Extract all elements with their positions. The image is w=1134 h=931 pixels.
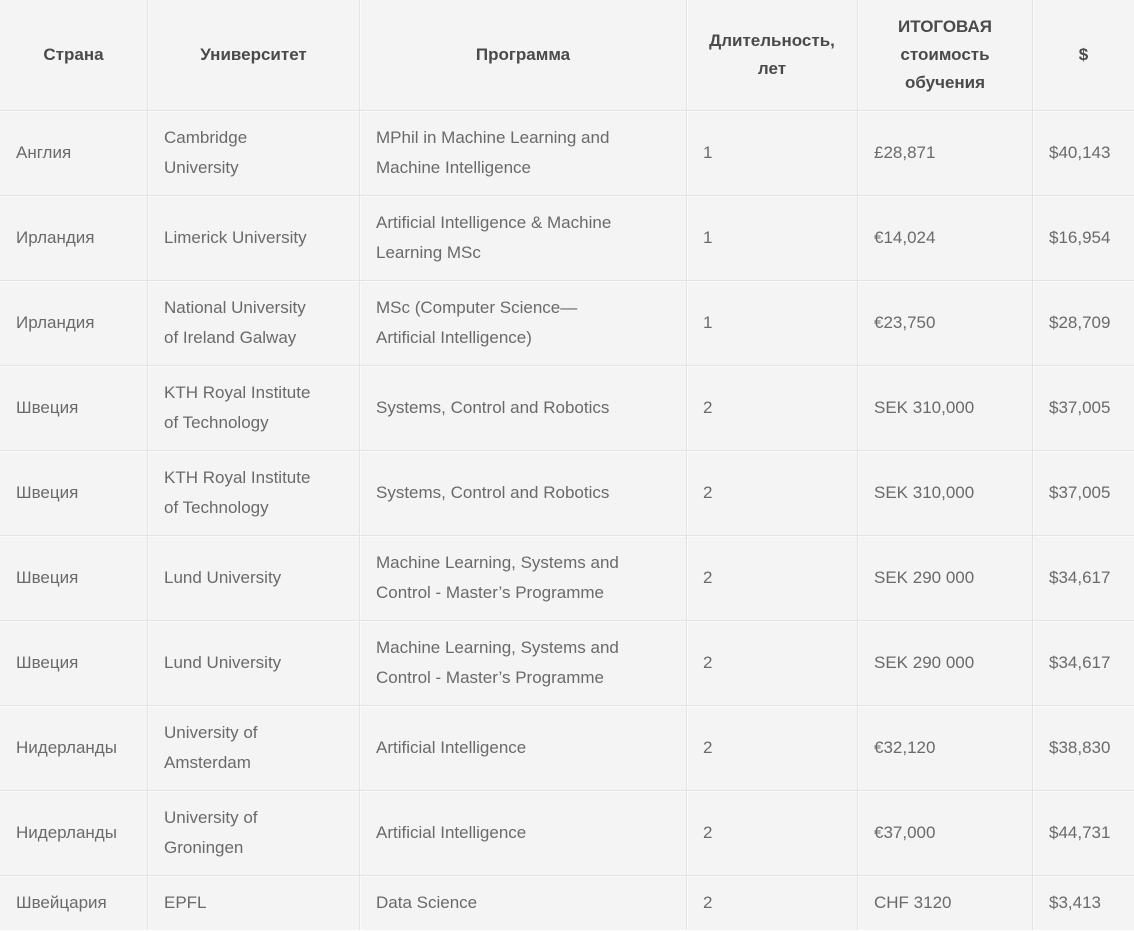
cell-duration: 1 <box>686 110 857 195</box>
cell-duration: 2 <box>686 535 857 620</box>
cell-country: Швеция <box>0 450 147 535</box>
cell-cost: €23,750 <box>857 280 1032 365</box>
cell-cost: SEK 310,000 <box>857 450 1032 535</box>
cell-usd: $44,731 <box>1032 790 1134 875</box>
cell-duration: 2 <box>686 450 857 535</box>
cell-cost: SEK 310,000 <box>857 365 1032 450</box>
cell-usd: $37,005 <box>1032 450 1134 535</box>
cell-cost: €32,120 <box>857 705 1032 790</box>
cell-country: Швейцария <box>0 875 147 930</box>
cell-usd: $40,143 <box>1032 110 1134 195</box>
table-body: Англия Cambridge University MPhil in Machi… <box>0 110 1134 930</box>
cell-duration: 2 <box>686 790 857 875</box>
cell-usd: $37,005 <box>1032 365 1134 450</box>
cell-cost: €14,024 <box>857 195 1032 280</box>
table-row: Швеция KTH Royal Institute of Technology S… <box>0 450 1134 535</box>
cell-duration: 2 <box>686 705 857 790</box>
column-header-cost: ИТОГОВАЯ стоимость обучения <box>857 0 1032 110</box>
column-header-country: Страна <box>0 0 147 110</box>
cell-university: National University of Ireland Galway <box>147 280 359 365</box>
cell-program: MSc (Computer Science— Artificial Intell… <box>359 280 686 365</box>
cell-program: Artificial Intelligence <box>359 705 686 790</box>
cell-university: Cambridge University <box>147 110 359 195</box>
cell-country: Англия <box>0 110 147 195</box>
header-row: Страна Университет Программа Длительность, … <box>0 0 1134 110</box>
cell-program: Systems, Control and Robotics <box>359 450 686 535</box>
cell-university: Lund University <box>147 535 359 620</box>
table-row: Швейцария EPFL Data Science 2 CHF 3120 $3,413 <box>0 875 1134 930</box>
cell-program: Machine Learning, Systems and Control - … <box>359 620 686 705</box>
table-row: Нидерланды University of Amsterdam Artific… <box>0 705 1134 790</box>
cell-country: Ирландия <box>0 195 147 280</box>
cell-usd: $3,413 <box>1032 875 1134 930</box>
table-row: Ирландия National University of Ireland G… <box>0 280 1134 365</box>
cell-duration: 2 <box>686 875 857 930</box>
cell-country: Нидерланды <box>0 790 147 875</box>
cell-country: Швеция <box>0 365 147 450</box>
cell-country: Нидерланды <box>0 705 147 790</box>
cell-duration: 1 <box>686 195 857 280</box>
cell-university: Lund University <box>147 620 359 705</box>
table-header: Страна Университет Программа Длительность, … <box>0 0 1134 110</box>
column-header-program: Программа <box>359 0 686 110</box>
table-row: Ирландия Limerick University Artificial In… <box>0 195 1134 280</box>
cell-usd: $16,954 <box>1032 195 1134 280</box>
cell-usd: $34,617 <box>1032 620 1134 705</box>
table-row: Швеция KTH Royal Institute of Technology S… <box>0 365 1134 450</box>
cell-country: Швеция <box>0 620 147 705</box>
column-header-duration: Длительность, лет <box>686 0 857 110</box>
cell-cost: SEK 290 000 <box>857 535 1032 620</box>
column-header-usd: $ <box>1032 0 1134 110</box>
cell-university: University of Groningen <box>147 790 359 875</box>
cell-university: University of Amsterdam <box>147 705 359 790</box>
cell-usd: $34,617 <box>1032 535 1134 620</box>
cell-duration: 1 <box>686 280 857 365</box>
table-row: Англия Cambridge University MPhil in Machi… <box>0 110 1134 195</box>
cell-university: Limerick University <box>147 195 359 280</box>
cell-university: EPFL <box>147 875 359 930</box>
cell-cost: €37,000 <box>857 790 1032 875</box>
cell-cost: £28,871 <box>857 110 1032 195</box>
table-row: Швеция Lund University Machine Learning, S… <box>0 620 1134 705</box>
cell-usd: $28,709 <box>1032 280 1134 365</box>
cell-country: Ирландия <box>0 280 147 365</box>
column-header-university: Университет <box>147 0 359 110</box>
cell-program: Systems, Control and Robotics <box>359 365 686 450</box>
table-row: Нидерланды University of Groningen Artific… <box>0 790 1134 875</box>
cell-cost: CHF 3120 <box>857 875 1032 930</box>
cell-university: KTH Royal Institute of Technology <box>147 365 359 450</box>
cell-university: KTH Royal Institute of Technology <box>147 450 359 535</box>
cell-program: Data Science <box>359 875 686 930</box>
cell-duration: 2 <box>686 365 857 450</box>
cell-duration: 2 <box>686 620 857 705</box>
cell-program: Artificial Intelligence <box>359 790 686 875</box>
table-row: Швеция Lund University Machine Learning, S… <box>0 535 1134 620</box>
cell-program: Machine Learning, Systems and Control - … <box>359 535 686 620</box>
cell-usd: $38,830 <box>1032 705 1134 790</box>
cell-country: Швеция <box>0 535 147 620</box>
cell-program: MPhil in Machine Learning and Machine In… <box>359 110 686 195</box>
cell-cost: SEK 290 000 <box>857 620 1032 705</box>
cell-program: Artificial Intelligence & Machine Learni… <box>359 195 686 280</box>
